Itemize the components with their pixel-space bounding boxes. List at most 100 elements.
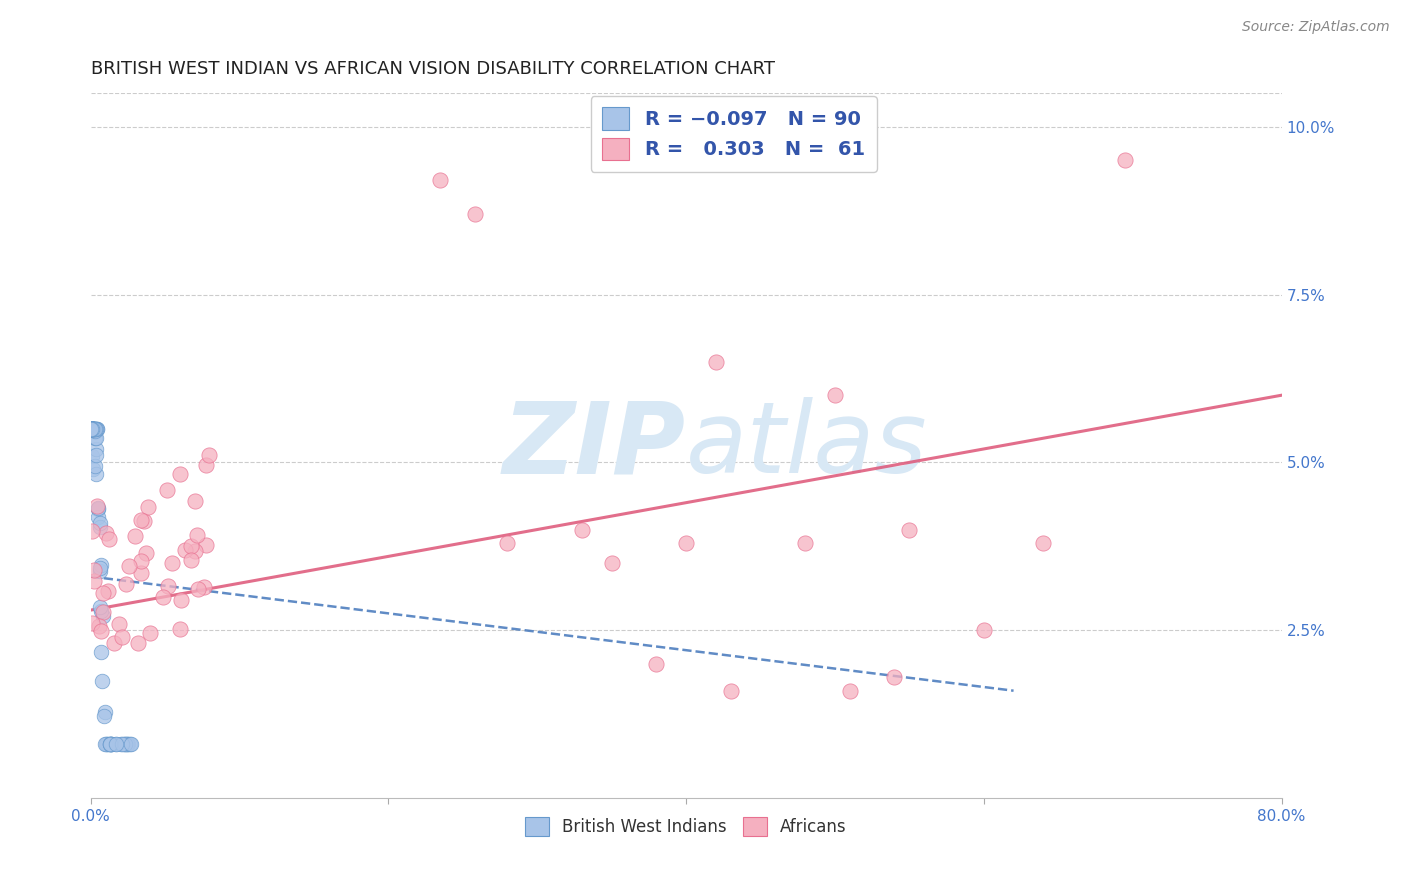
Point (124, 528, 146, 542)
Point (108, 616, 131, 631)
Point (80, 422, 103, 436)
Point (114, 738, 136, 752)
Point (83, 422, 105, 436)
Point (91, 608, 114, 623)
Point (496, 536, 519, 550)
Point (645, 657, 668, 671)
Point (83, 563, 105, 577)
Point (83, 422, 105, 436)
Point (82, 524, 104, 538)
Point (84, 422, 107, 436)
Point (105, 738, 128, 752)
Point (87, 501, 110, 516)
Point (82, 422, 104, 436)
Point (186, 528, 208, 542)
Point (170, 593, 193, 607)
Legend: British West Indians, Africans: British West Indians, Africans (519, 810, 853, 843)
Point (131, 553, 153, 567)
Point (139, 625, 162, 640)
Point (83, 574, 105, 589)
Point (600, 556, 623, 570)
Point (720, 683, 742, 698)
Point (80, 422, 103, 436)
Point (90, 624, 112, 638)
Point (80, 422, 103, 436)
Point (96, 738, 118, 752)
Point (898, 523, 921, 537)
Point (973, 624, 995, 638)
Point (157, 579, 180, 593)
Point (80, 422, 103, 436)
Text: atlas: atlas (686, 397, 928, 494)
Point (82, 422, 104, 436)
Point (127, 636, 149, 650)
Point (120, 738, 142, 752)
Point (83, 422, 105, 436)
Point (80, 422, 103, 436)
Point (195, 538, 218, 552)
Point (82, 422, 104, 436)
Point (100, 738, 122, 752)
Point (87, 502, 110, 516)
Point (80, 422, 103, 436)
Point (94, 738, 117, 752)
Point (86, 499, 108, 513)
Point (132, 514, 155, 528)
Point (135, 546, 157, 560)
Point (115, 738, 138, 752)
Point (89, 561, 111, 575)
Point (464, 207, 486, 221)
Point (80, 422, 103, 436)
Point (97, 584, 120, 599)
Point (80, 422, 103, 436)
Point (115, 576, 138, 591)
Point (93, 709, 115, 723)
Point (84, 459, 107, 474)
Point (100, 738, 122, 752)
Point (173, 542, 195, 557)
Point (112, 738, 135, 752)
Point (84, 442, 107, 456)
Point (98, 738, 121, 752)
Point (86, 422, 108, 436)
Point (115, 738, 138, 752)
Point (90, 604, 112, 618)
Point (100, 738, 122, 752)
Point (83, 422, 105, 436)
Point (1032, 536, 1054, 550)
Point (82, 422, 104, 436)
Point (1114, 153, 1136, 168)
Point (91, 586, 114, 600)
Point (84, 431, 107, 445)
Point (111, 630, 134, 644)
Point (84, 431, 107, 445)
Point (794, 536, 817, 550)
Point (90, 645, 112, 659)
Point (80, 422, 103, 436)
Point (80, 422, 103, 436)
Point (80, 422, 103, 436)
Point (169, 467, 191, 481)
Point (80, 422, 103, 436)
Point (82, 615, 104, 630)
Text: ZIP: ZIP (503, 397, 686, 494)
Point (84, 422, 107, 436)
Point (89, 516, 111, 530)
Point (89, 600, 111, 615)
Point (100, 738, 122, 752)
Point (82, 462, 104, 476)
Point (111, 738, 134, 752)
Point (82, 422, 104, 436)
Point (90, 558, 112, 572)
Point (80, 422, 103, 436)
Point (94, 706, 117, 720)
Point (131, 513, 153, 527)
Text: Source: ZipAtlas.com: Source: ZipAtlas.com (1241, 20, 1389, 34)
Point (80, 422, 103, 436)
Point (84, 422, 107, 436)
Point (704, 354, 727, 368)
Point (84, 424, 107, 438)
Point (156, 483, 179, 498)
Point (91, 605, 114, 619)
Point (103, 635, 125, 649)
